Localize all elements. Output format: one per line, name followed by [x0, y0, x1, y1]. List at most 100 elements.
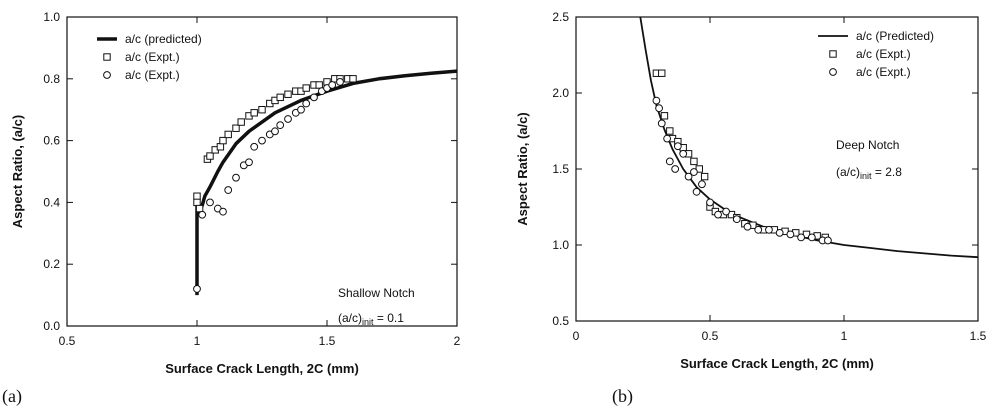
y-tick-label: 0.8 — [43, 72, 60, 86]
annotation-init-main: (a/c) — [338, 311, 362, 325]
panel-label: (a) — [2, 386, 22, 407]
y-axis-label: Aspect Ratio, (a/c) — [515, 112, 530, 225]
x-axis-label: Surface Crack Length, 2C (mm) — [680, 356, 874, 371]
data-point-circle — [302, 99, 311, 108]
plot-frame — [66, 16, 458, 327]
annotation-init: (a/c)init = 2.8 — [836, 165, 902, 181]
annotation: Shallow Notch (a/c)init = 0.1 — [338, 286, 415, 327]
data-point-circle — [336, 77, 344, 86]
data-point-circle — [328, 81, 337, 89]
annotation-init-main: (a/c) — [836, 165, 860, 179]
plot-area — [639, 17, 978, 259]
data-point-square — [666, 127, 674, 135]
data-point-square — [193, 198, 201, 207]
data-point-circle — [690, 168, 698, 176]
data-point-circle — [684, 172, 693, 181]
annotation-init: (a/c)init = 0.1 — [338, 311, 404, 327]
data-point-square — [232, 124, 240, 132]
y-tick-label: 2.5 — [552, 10, 569, 24]
data-point-square — [284, 90, 292, 98]
x-tick-label: 0.5 — [59, 334, 76, 348]
data-point-square — [302, 84, 310, 92]
chart-panel-b: 0 0.5 1 1.5 0.5 1.0 1.5 2.0 2.5 Surface Crack Len… — [515, 10, 987, 407]
data-point-square — [206, 152, 214, 160]
data-point-circle — [276, 121, 285, 130]
legend-square-swatch — [829, 50, 837, 58]
legend-label: a/c (predicted) — [125, 32, 202, 46]
data-point-circle — [765, 225, 773, 234]
annotation-notch: Deep Notch — [836, 138, 899, 152]
data-point-circle — [673, 142, 682, 151]
data-point-circle — [722, 207, 730, 216]
data-point-square — [660, 112, 669, 120]
data-point-circle — [657, 119, 666, 128]
y-tick-label: 0.2 — [43, 257, 60, 271]
data-point-circle — [655, 104, 663, 113]
data-point-circle — [232, 173, 240, 182]
x-tick-label: 2 — [454, 334, 461, 348]
y-tick-label: 0.0 — [43, 319, 60, 333]
annotation-init-sub: init — [860, 171, 872, 181]
data-point-circle — [706, 198, 714, 207]
chart-panel-a: 0.5 1 1.5 2 0.0 0.2 0.4 0.6 0.8 1.0 Surface Crack … — [2, 10, 461, 407]
data-point-square — [349, 75, 357, 83]
data-point-circle — [193, 285, 201, 293]
annotation-init-value: = 2.8 — [872, 165, 903, 179]
legend: a/c (predicted) a/c (Expt.) a/c (Expt.) — [97, 32, 202, 82]
y-tick-label: 1.5 — [552, 162, 569, 176]
data-point-circle — [284, 115, 292, 123]
annotation-init-sub: init — [362, 317, 374, 327]
data-point-circle — [310, 93, 318, 102]
data-point-circle — [824, 236, 832, 245]
data-point-square — [193, 192, 201, 200]
annotation-notch: Shallow Notch — [338, 286, 415, 300]
annotation: Deep Notch (a/c)init = 2.8 — [836, 138, 902, 181]
plot-frame — [575, 16, 979, 322]
annotation-init-value: = 0.1 — [374, 311, 405, 325]
data-point-square — [250, 109, 258, 117]
data-point-circle — [714, 210, 722, 219]
data-point-circle — [206, 198, 214, 207]
legend-circle-swatch — [829, 68, 837, 76]
y-tick-label: 1.0 — [552, 238, 569, 252]
legend-square-swatch — [103, 53, 111, 61]
legend-label: a/c (Predicted) — [856, 29, 934, 43]
legend-label: a/c (Expt.) — [125, 50, 180, 64]
x-tick-label: 1 — [841, 329, 848, 343]
legend-circle-swatch — [103, 71, 111, 79]
data-point-square — [658, 69, 666, 77]
x-tick-label: 0.5 — [702, 329, 719, 343]
data-point-circle — [679, 149, 688, 158]
data-point-circle — [198, 210, 207, 219]
data-point-circle — [245, 158, 253, 167]
data-point-square — [216, 143, 225, 151]
data-point-circle — [219, 207, 227, 216]
legend-label: a/c (Expt.) — [125, 68, 180, 82]
predicted-line — [639, 17, 978, 259]
x-tick-label: 0 — [573, 329, 580, 343]
data-point-square — [700, 172, 709, 181]
panel-label: (b) — [612, 386, 633, 407]
data-point-circle — [224, 186, 233, 194]
data-point-circle — [297, 105, 305, 114]
data-point-square — [219, 136, 227, 145]
y-axis-label: Aspect Ratio, (a/c) — [10, 115, 25, 228]
y-tick-label: 0.5 — [552, 314, 569, 328]
y-tick-label: 0.6 — [43, 134, 60, 148]
y-tick-label: 2.0 — [552, 86, 569, 100]
data-point-circle — [732, 215, 741, 224]
y-tick-label: 1.0 — [43, 10, 60, 24]
x-tick-label: 1 — [194, 334, 201, 348]
data-point-circle — [698, 180, 706, 189]
data-point-circle — [671, 165, 680, 173]
plot-area — [193, 69, 457, 296]
predicted-line — [195, 69, 457, 296]
x-axis-label: Surface Crack Length, 2C (mm) — [165, 361, 359, 376]
data-point-square — [315, 81, 323, 89]
data-point-circle — [663, 134, 672, 143]
legend: a/c (Predicted) a/c (Expt.) a/c (Expt.) — [818, 29, 934, 79]
data-point-square — [237, 118, 245, 126]
data-point-circle — [258, 136, 266, 145]
data-point-circle — [271, 127, 279, 136]
data-point-square — [258, 106, 266, 114]
